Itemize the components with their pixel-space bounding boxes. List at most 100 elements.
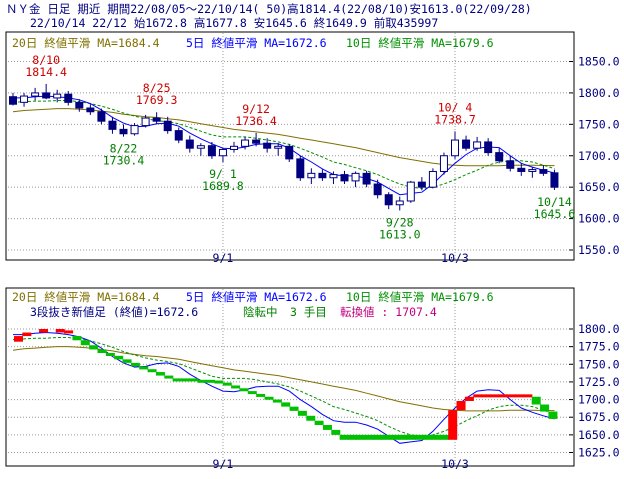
brick-down <box>239 388 249 392</box>
top-candle-body <box>230 145 238 150</box>
brick-down <box>122 359 132 363</box>
low-annotation-date: 9/ 1 <box>209 167 237 181</box>
brick-down <box>289 406 299 411</box>
brick-down <box>548 411 558 419</box>
top-candle-body <box>196 145 205 149</box>
top-candle-body <box>351 172 360 182</box>
brick-down <box>222 382 232 386</box>
bottom-y-tick-label: 1750.0 <box>578 357 620 371</box>
top-y-tick-label: 1800.0 <box>578 86 620 100</box>
brick-up <box>473 394 483 398</box>
brick-down <box>189 378 199 382</box>
brick-down <box>214 380 224 384</box>
brick-down <box>364 434 374 440</box>
top-candle-body <box>462 139 471 149</box>
top-candle-body <box>263 142 272 149</box>
top-candle-body <box>31 92 40 97</box>
status-title: 3段抜き新値足 (終値)=1672.6 <box>30 305 198 319</box>
bottom-bricks <box>14 329 558 440</box>
top-y-tick-label: 1750.0 <box>578 117 620 131</box>
low-annotation-date: 9/28 <box>386 215 414 229</box>
top-y-tick-label: 1850.0 <box>578 55 620 69</box>
bottom-y-tick-label: 1775.0 <box>578 340 620 354</box>
top-candle-body <box>495 152 504 162</box>
bottom-y-tick-label: 1800.0 <box>578 322 620 336</box>
brick-down <box>322 424 332 430</box>
top-candle-body <box>97 111 106 122</box>
brick-down <box>306 415 316 421</box>
brick-down <box>339 434 349 440</box>
top-candle-body <box>539 169 548 174</box>
top-candle-body <box>86 107 95 113</box>
brick-down <box>381 434 391 440</box>
bottom-y-tick-label: 1700.0 <box>578 393 620 407</box>
low-annotation-date: 8/22 <box>110 142 138 156</box>
high-annotation-date: 10/ 4 <box>438 100 473 114</box>
top-candle-body <box>451 139 459 157</box>
top-y-tick-label: 1650.0 <box>578 180 620 194</box>
top-candle-body <box>439 155 448 172</box>
top-candle-body <box>152 117 161 122</box>
brick-down <box>540 404 550 412</box>
top-legend-ma10: 10日 終値平滑 MA=1679.6 <box>346 36 494 50</box>
brick-up <box>39 329 49 333</box>
brick-up <box>22 332 32 337</box>
top-candle-body <box>473 141 482 149</box>
top-candle-body <box>329 174 338 179</box>
top-candle-body <box>241 139 250 147</box>
status-count: 3 手目 <box>290 305 327 319</box>
brick-down <box>72 336 82 341</box>
brick-down <box>105 352 115 356</box>
brick-down <box>231 385 241 389</box>
top-candle-body <box>373 183 382 196</box>
top-candle-body <box>517 167 526 172</box>
high-annotation-value: 1738.7 <box>434 112 476 126</box>
brick-up <box>14 336 23 342</box>
top-candle-body <box>528 169 537 172</box>
top-candle-body <box>75 101 84 109</box>
brick-down <box>164 375 174 379</box>
brick-up <box>481 394 491 398</box>
top-candle-body <box>285 145 294 160</box>
brick-down <box>297 410 307 416</box>
top-candle-body <box>130 125 139 135</box>
top-plot-frame <box>5 31 575 261</box>
brick-down <box>423 434 433 440</box>
top-candle-body <box>340 174 349 182</box>
brick-down <box>130 362 140 367</box>
brick-down <box>531 396 541 405</box>
top-candle-body <box>53 93 62 99</box>
brick-down <box>172 378 182 382</box>
top-candle-body <box>119 128 128 135</box>
brick-down <box>356 434 366 440</box>
top-x-tick-label: 9/1 <box>213 251 234 265</box>
status-reversal: 転換値 : 1707.4 <box>340 305 437 319</box>
brick-down <box>155 372 165 376</box>
bottom-y-tick-label: 1725.0 <box>578 375 620 389</box>
bottom-x-tick-label: 10/3 <box>441 457 469 471</box>
top-candle-body <box>318 172 327 179</box>
brick-down <box>206 379 216 383</box>
brick-down <box>314 420 324 425</box>
brick-down <box>139 366 149 370</box>
bottom-y-axis: 1800.0 1775.0 1750.0 1725.0 1700.0 1675.0 1650… <box>569 322 620 460</box>
top-x-tick-label: 10/3 <box>441 251 469 265</box>
brick-up <box>456 400 466 411</box>
bottom-legend-ma20: 20日 終値平滑 MA=1684.4 <box>12 290 160 304</box>
top-candle-body <box>174 130 183 141</box>
top-candle-body <box>406 181 415 202</box>
high-annotation-value: 1736.4 <box>235 114 277 128</box>
bottom-legend-ma5: 5日 終値平滑 MA=1672.6 <box>186 290 327 304</box>
brick-down <box>181 378 190 382</box>
low-annotation-value: 1613.0 <box>379 227 421 241</box>
high-annotation-value: 1769.3 <box>136 93 178 107</box>
top-candle-body <box>362 172 371 185</box>
top-y-tick-label: 1550.0 <box>578 243 620 257</box>
top-y-tick-label: 1600.0 <box>578 212 620 226</box>
top-candle-body <box>395 200 404 206</box>
brick-down <box>373 434 383 440</box>
top-candle-body <box>64 93 73 103</box>
bottom-ma10-line <box>12 337 555 437</box>
